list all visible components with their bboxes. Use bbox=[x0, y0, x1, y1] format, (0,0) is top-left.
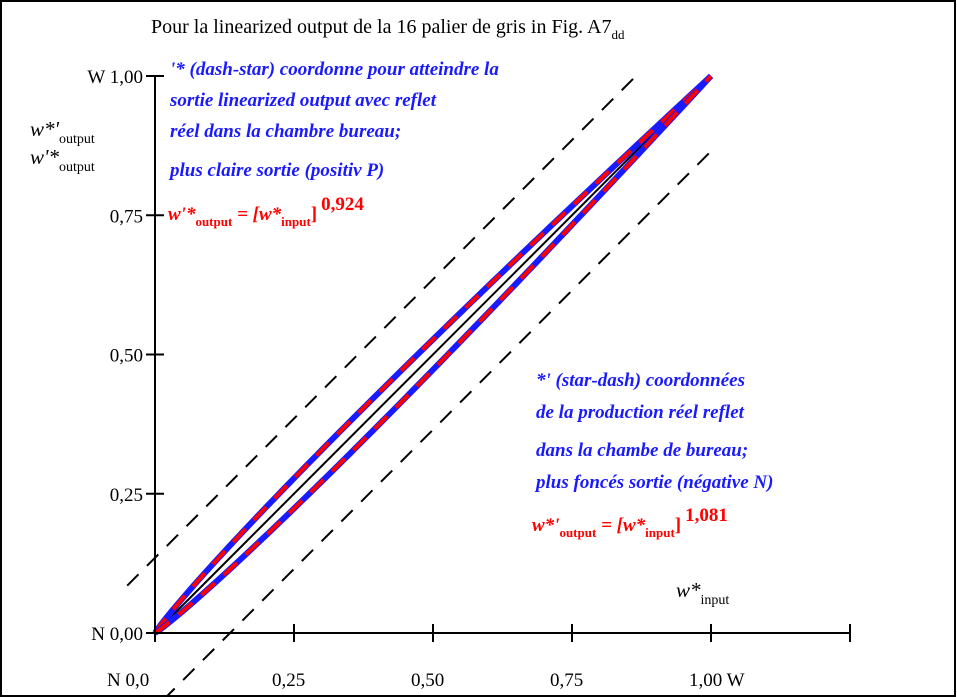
lines-layer bbox=[126, 73, 714, 697]
annotation-top: '* (dash-star) coordonne pour atteindre … bbox=[168, 59, 499, 229]
series-0-solid-black bbox=[154, 75, 712, 634]
annotation-top-line-4: plus claire sortie (positiv P) bbox=[168, 160, 384, 181]
y-tick-label-4: W 1,00 bbox=[87, 67, 143, 88]
y-tick-label-0: N 0,00 bbox=[91, 624, 143, 645]
series-1-dashed-black bbox=[126, 75, 637, 587]
ticks-layer: N 0,0 0,25 0,50 0,75 1,00 W N 0,00 0,25 0,50 0,7… bbox=[87, 67, 851, 691]
annotation-top-line-1: '* (dash-star) coordonne pour atteindre … bbox=[170, 59, 499, 80]
series-3-red-dash-curve bbox=[153, 74, 713, 635]
annotation-bottom-line-1: *' (star-dash) coordonnées bbox=[536, 370, 745, 391]
annotation-bottom: *' (star-dash) coordonnées de la product… bbox=[532, 370, 773, 540]
x-tick-label-3: 0,75 bbox=[550, 670, 583, 691]
annotation-top-formula: w'*output = [w*input] 0,924 bbox=[168, 194, 364, 229]
x-tick-label-2: 0,50 bbox=[411, 670, 444, 691]
y-tick-label-1: 0,25 bbox=[110, 485, 143, 506]
y-axis-label-1: w*'output bbox=[30, 117, 95, 147]
y-tick-label-2: 0,50 bbox=[110, 346, 143, 367]
annotation-bottom-formula: w*'output = [w*input] 1,081 bbox=[532, 505, 728, 540]
y-axis-label-2: w'*output bbox=[30, 145, 95, 175]
annotation-top-line-3: réel dans la chambre bureau; bbox=[170, 121, 401, 142]
x-tick-label-0: N 0,0 bbox=[107, 670, 149, 691]
y-tick-label-3: 0,75 bbox=[110, 206, 143, 227]
annotation-top-line-2: sortie linearized output avec reflet bbox=[169, 90, 437, 111]
chart-title: Pour la linearized output de la 16 palie… bbox=[151, 16, 625, 42]
annotation-bottom-line-3: dans la chambe de bureau; bbox=[536, 440, 748, 461]
series-2-dashed-black bbox=[164, 150, 712, 697]
series-4-red-dash-curve bbox=[153, 74, 713, 635]
annotation-bottom-line-4: plus foncés sortie (négative N) bbox=[534, 472, 773, 493]
x-tick-label-1: 0,25 bbox=[272, 670, 305, 691]
x-axis-label: w*input bbox=[676, 578, 729, 608]
x-tick-label-4: 1,00 W bbox=[689, 670, 745, 691]
annotation-bottom-line-2: de la production réel reflet bbox=[536, 402, 745, 423]
